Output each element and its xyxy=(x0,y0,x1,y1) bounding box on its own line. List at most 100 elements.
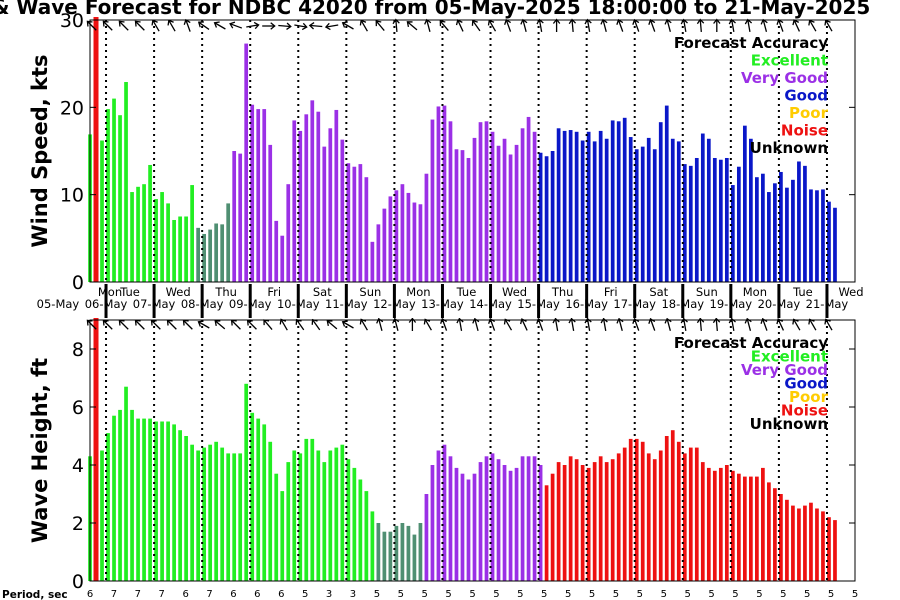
bar xyxy=(484,121,489,282)
bar xyxy=(652,149,657,282)
legend-item: Good xyxy=(784,87,828,105)
bar xyxy=(340,444,345,581)
bar xyxy=(742,476,747,581)
bar xyxy=(184,216,188,282)
direction-arrow-icon xyxy=(424,18,432,32)
bar xyxy=(298,453,303,581)
period-value: 5 xyxy=(422,589,428,600)
direction-arrow-icon xyxy=(680,317,688,332)
period-value: 7 xyxy=(159,589,165,600)
direction-arrow-icon xyxy=(440,317,448,331)
bar xyxy=(178,216,182,282)
bar xyxy=(604,462,609,581)
bar xyxy=(658,122,663,283)
bar xyxy=(556,128,561,282)
direction-arrow-icon xyxy=(472,317,480,331)
bar xyxy=(724,465,729,581)
bar xyxy=(370,241,375,282)
direction-arrow-icon xyxy=(584,18,592,33)
bar xyxy=(562,130,567,282)
arrow-shaft xyxy=(472,20,481,32)
bar xyxy=(208,444,213,581)
bar xyxy=(376,224,381,282)
bar xyxy=(640,441,645,581)
bar xyxy=(364,177,369,282)
day-name: Sun xyxy=(696,285,718,299)
bar xyxy=(652,459,657,581)
arrow-head xyxy=(568,18,577,25)
bar xyxy=(827,201,831,282)
arrow-head xyxy=(324,22,331,31)
arrow-shaft xyxy=(699,318,702,332)
y-axis-label: Wave Height, ft xyxy=(28,358,52,543)
direction-arrow-icon xyxy=(375,20,385,32)
bar xyxy=(508,470,513,581)
direction-arrow-icon xyxy=(503,318,513,331)
arrow-shaft xyxy=(699,19,702,33)
bar xyxy=(833,207,837,282)
arrow-shaft xyxy=(326,24,339,28)
day-name: Thu xyxy=(214,285,237,299)
direction-arrow-icon xyxy=(808,19,817,32)
bar xyxy=(670,138,675,282)
arrow-shaft xyxy=(603,318,607,332)
y-tick-label: 2 xyxy=(72,513,84,535)
bar xyxy=(124,82,128,282)
bar xyxy=(797,508,801,581)
arrow-head xyxy=(301,22,308,31)
bar xyxy=(532,131,537,282)
arrow-shaft xyxy=(151,320,161,330)
arrow-head xyxy=(246,319,253,326)
arrow-shaft xyxy=(571,19,574,33)
bar xyxy=(586,131,591,282)
bar xyxy=(250,104,255,283)
direction-arrow-icon xyxy=(311,318,321,331)
arrow-head xyxy=(270,22,276,30)
bar xyxy=(280,235,285,282)
arrow-shaft xyxy=(394,319,399,331)
bar xyxy=(412,202,417,282)
bar xyxy=(196,227,200,282)
bar xyxy=(166,421,170,581)
direction-arrow-icon xyxy=(728,317,736,332)
bar xyxy=(514,144,519,282)
bar xyxy=(791,179,795,282)
period-value: 5 xyxy=(756,589,762,600)
bar xyxy=(682,164,687,282)
bar xyxy=(694,157,699,282)
direction-arrow-icon xyxy=(294,22,308,31)
bar xyxy=(418,523,423,581)
day-boundary xyxy=(440,284,444,318)
y-axis-label: Wind Speed, kts xyxy=(28,54,52,247)
direction-arrow-icon xyxy=(295,318,305,331)
bar xyxy=(478,122,483,283)
direction-arrow-icon xyxy=(341,320,354,329)
direction-arrow-icon xyxy=(792,318,801,331)
direction-arrow-icon xyxy=(488,317,496,331)
arrow-shaft xyxy=(666,20,671,32)
arrow-head xyxy=(134,319,141,326)
arrow-head xyxy=(760,317,768,324)
bar xyxy=(616,121,621,282)
arrow-head xyxy=(792,19,800,26)
bar xyxy=(514,467,519,581)
arrow-head xyxy=(197,21,204,28)
direction-arrow-icon xyxy=(776,318,785,331)
day-date: 07-May xyxy=(133,297,176,311)
day-boundary xyxy=(537,284,541,318)
bar xyxy=(454,467,459,581)
period-value: 6 xyxy=(230,589,236,600)
day-date: 10-May xyxy=(277,297,320,311)
direction-arrow-icon xyxy=(197,320,210,329)
period-value: 5 xyxy=(637,589,643,600)
bar xyxy=(538,152,543,282)
bar xyxy=(712,157,717,282)
legend-item: Very Good xyxy=(741,69,828,87)
arrow-head xyxy=(86,20,93,27)
bar xyxy=(472,137,477,282)
arrow-head xyxy=(471,19,478,26)
direction-arrow-icon xyxy=(808,318,817,331)
bar xyxy=(382,208,387,282)
arrow-head xyxy=(600,18,608,25)
bar xyxy=(706,138,711,282)
